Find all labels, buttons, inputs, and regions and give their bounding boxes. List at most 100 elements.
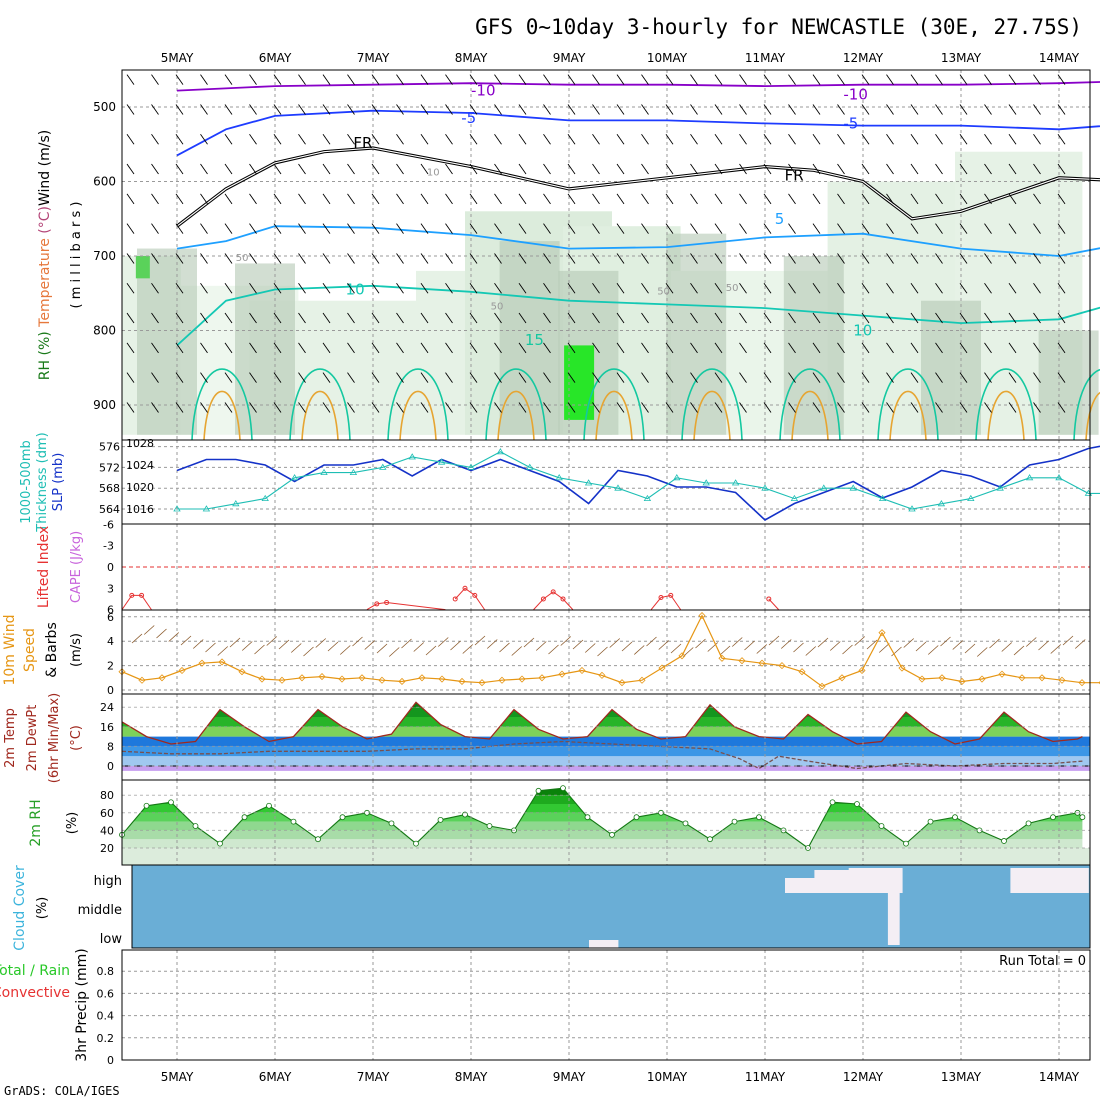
wind-barb [690,104,698,115]
date-tick-label: 7MAY [357,1070,390,1084]
wind-barb [420,282,429,294]
wind-barb [984,253,992,264]
wind-barb [224,342,233,354]
wind-barb [690,342,698,354]
wind-barb [143,625,155,635]
thickness-marker [820,484,828,491]
wind-barb [151,193,159,205]
wind-barb [567,282,576,294]
wind-barb [861,342,870,354]
wind-barb [641,342,649,354]
rh-marker [1001,838,1007,844]
wind-barb [126,253,135,264]
li-marker [462,585,468,591]
temp-fill [122,726,1083,737]
wind-barb [878,643,890,653]
wind-barb [420,312,429,324]
wind-barb [714,282,723,294]
wind-speed-marker [418,674,426,682]
wind-barb [298,104,306,115]
wind-barb [665,282,674,294]
wind-barb [298,372,306,383]
wind-speed-marker [998,670,1006,678]
date-tick-label: 8MAY [455,51,488,65]
axis-title-part: 2m Temp [3,708,18,768]
rh-marker [952,814,958,821]
wind-barb [371,312,380,324]
wind-barb [518,74,527,85]
wind-barb [829,641,841,651]
wind-barb [739,193,747,205]
wind-barb [131,633,143,644]
li-marker [658,595,664,601]
wind-barb [861,402,870,413]
rh-marker [878,823,885,829]
wind-speed-marker [958,677,966,686]
cloud-bg [132,865,1090,948]
rh-marker [560,785,566,792]
axis-title: 1000-500mb [19,440,34,524]
wind-barb [567,74,576,85]
wind-barb [371,74,380,85]
wind-barb [842,644,853,655]
wind-barb [861,223,870,234]
wind-barb [1038,640,1049,651]
wind-barb [445,133,453,145]
li-series-line [121,594,152,610]
wind-barb [175,193,184,205]
wind-barb [151,342,159,354]
wind-barb [768,635,780,646]
li-series-line [650,594,682,610]
wind-barb [518,282,527,294]
wind-barb [420,163,429,175]
wind-barb [861,74,870,85]
wind-barb [273,282,282,294]
wind-barb [413,642,425,652]
wind-barb [1008,253,1017,264]
rh-marker [413,840,419,847]
wind-barb [1050,644,1062,654]
wind-barb [812,163,821,175]
wind-barb [714,253,723,264]
wind-barb [290,643,302,653]
wind-barb [200,372,208,383]
wind-barb [690,282,698,294]
wind-barb [964,643,976,654]
wind-barb [445,193,453,205]
wind-barb [567,104,576,115]
wind-barb [249,74,257,85]
wind-barb [523,637,535,648]
wind-barb [224,402,233,413]
wind-barb [175,133,184,145]
temp-fill [122,702,1083,708]
wind-barb [592,342,600,354]
cloud-block [589,940,619,948]
wind-barb [616,104,625,115]
wind-barb [224,163,233,175]
axis-title-part: 2m RH [28,799,44,846]
wind-barb [347,193,355,205]
wind-barb [543,372,551,383]
wind-barb [886,342,894,354]
temp-tick-label: 16 [100,721,114,734]
isotherm-warm-bump [301,390,339,441]
wind-barb [396,163,404,175]
thickness-marker [614,484,622,491]
wind-barb [616,312,625,324]
axis-title-part: 10m Wind [2,614,18,685]
wind-barb [469,253,478,264]
wind-barb [984,133,992,145]
wind-barb [616,253,625,264]
contour-label: 10 [346,281,365,299]
thickness-marker [1055,474,1063,481]
wind-barb [861,282,870,294]
date-tick-label: 5MAY [161,51,194,65]
wind-barb [543,163,551,175]
axis-title-part: (%) [35,897,50,920]
rh-marker [143,802,150,809]
rh-tick-label: 20 [100,842,114,855]
wind-barb [812,104,821,115]
wind-barb [812,74,821,85]
wind-barb [665,74,674,85]
wind-barb [763,342,772,354]
